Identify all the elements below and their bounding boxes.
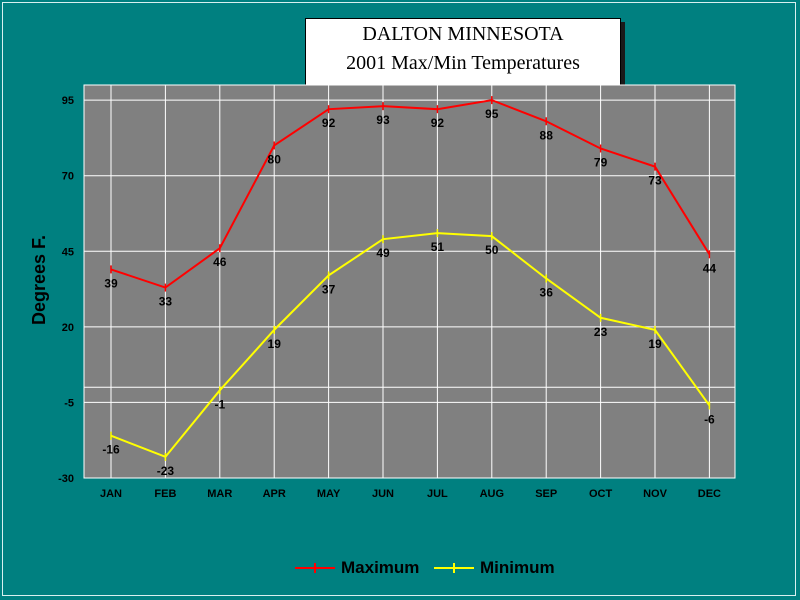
- data-label-minimum: -1: [214, 397, 225, 411]
- data-label-maximum: 88: [540, 128, 554, 142]
- data-label-maximum: 92: [322, 116, 336, 130]
- x-tick-label: JUL: [427, 488, 448, 500]
- legend-label-maximum: Maximum: [341, 558, 420, 577]
- y-tick-label: 45: [62, 246, 74, 258]
- x-tick-label: NOV: [643, 488, 668, 500]
- x-tick-label: JAN: [100, 488, 122, 500]
- data-label-minimum: 50: [485, 243, 499, 257]
- x-tick-label: APR: [263, 488, 286, 500]
- data-label-minimum: 23: [594, 325, 608, 339]
- data-label-maximum: 80: [268, 152, 282, 166]
- x-tick-label: OCT: [589, 488, 613, 500]
- x-tick-label: MAY: [317, 488, 341, 500]
- data-label-maximum: 93: [376, 113, 390, 127]
- legend: Maximum Minimum: [0, 556, 800, 580]
- y-axis-label: Degrees F.: [29, 235, 49, 325]
- x-tick-label: AUG: [480, 488, 504, 500]
- y-tick-label: 95: [62, 95, 74, 107]
- legend-item-minimum: Minimum: [434, 556, 555, 580]
- y-tick-label: -5: [64, 397, 74, 409]
- data-label-minimum: -6: [704, 412, 715, 426]
- data-label-minimum: 36: [540, 285, 554, 299]
- y-tick-label: -30: [58, 473, 74, 485]
- data-label-maximum: 79: [594, 155, 608, 169]
- data-label-maximum: 95: [485, 107, 499, 121]
- data-label-maximum: 39: [104, 276, 118, 290]
- data-label-minimum: 51: [431, 240, 445, 254]
- plot-area: [83, 84, 736, 479]
- x-tick-label: DEC: [698, 488, 721, 500]
- x-tick-label: JUN: [372, 488, 394, 500]
- chart-title-line-2: 2001 Max/Min Temperatures: [346, 52, 580, 74]
- data-label-maximum: 33: [159, 295, 173, 309]
- legend-swatch-minimum: [434, 563, 474, 573]
- y-tick-label: 70: [62, 171, 74, 183]
- chart-title-line-1: DALTON MINNESOTA: [362, 23, 564, 45]
- legend-swatch-maximum: [295, 563, 335, 573]
- data-label-minimum: -23: [157, 464, 175, 478]
- y-tick-label: 20: [62, 322, 74, 334]
- data-label-minimum: 19: [268, 337, 282, 351]
- data-label-maximum: 73: [648, 174, 662, 188]
- x-tick-label: SEP: [535, 488, 557, 500]
- x-tick-label: MAR: [207, 488, 232, 500]
- data-label-maximum: 92: [431, 116, 445, 130]
- data-label-minimum: 49: [376, 246, 390, 260]
- data-label-minimum: 37: [322, 282, 336, 296]
- x-tick-label: FEB: [154, 488, 176, 500]
- legend-item-maximum: Maximum: [295, 556, 419, 580]
- data-label-maximum: 44: [703, 261, 717, 275]
- data-label-minimum: -16: [102, 443, 120, 457]
- series-line-minimum: [110, 232, 711, 459]
- data-label-minimum: 19: [648, 337, 662, 351]
- legend-label-minimum: Minimum: [480, 558, 555, 577]
- series-line-maximum: [110, 99, 711, 289]
- data-label-maximum: 46: [213, 255, 227, 269]
